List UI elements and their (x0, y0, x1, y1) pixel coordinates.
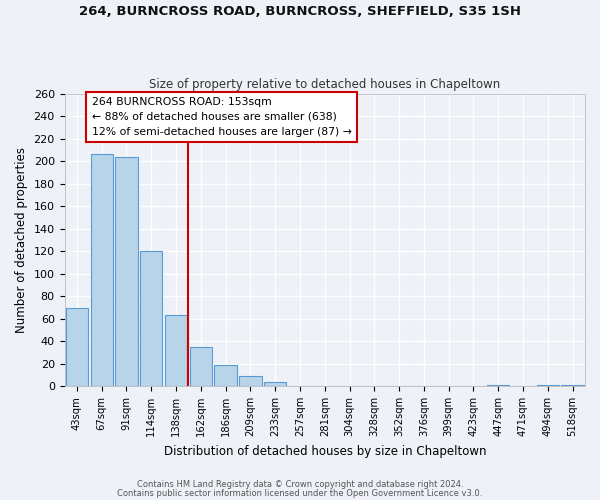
X-axis label: Distribution of detached houses by size in Chapeltown: Distribution of detached houses by size … (164, 444, 486, 458)
Bar (190, 346, 212, 386)
Text: 264 BURNCROSS ROAD: 153sqm
← 88% of detached houses are smaller (638)
12% of sem: 264 BURNCROSS ROAD: 153sqm ← 88% of deta… (92, 97, 352, 136)
Bar (536, 385, 559, 386)
Bar (214, 364, 237, 386)
Bar (487, 385, 509, 386)
Title: Size of property relative to detached houses in Chapeltown: Size of property relative to detached ho… (149, 78, 500, 91)
Bar (66, 308, 88, 386)
Text: Contains HM Land Registry data © Crown copyright and database right 2024.: Contains HM Land Registry data © Crown c… (137, 480, 463, 489)
Text: Contains public sector information licensed under the Open Government Licence v3: Contains public sector information licen… (118, 488, 482, 498)
Bar (562, 385, 584, 386)
Bar (115, 156, 137, 386)
Bar (239, 376, 262, 386)
Bar (264, 382, 286, 386)
Text: 264, BURNCROSS ROAD, BURNCROSS, SHEFFIELD, S35 1SH: 264, BURNCROSS ROAD, BURNCROSS, SHEFFIEL… (79, 5, 521, 18)
Bar (165, 315, 187, 386)
Bar (140, 251, 163, 386)
Y-axis label: Number of detached properties: Number of detached properties (15, 147, 28, 333)
Bar (91, 154, 113, 386)
